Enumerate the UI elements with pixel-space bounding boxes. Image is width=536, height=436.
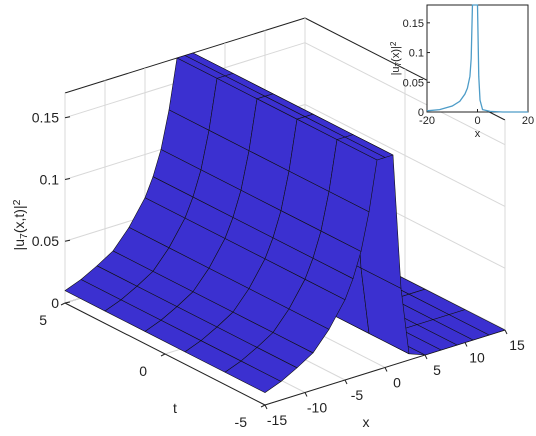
axis-label: |u7(x)|2 xyxy=(389,41,404,75)
x-tick-label: -5 xyxy=(351,387,364,403)
y-tick-label: 0 xyxy=(139,363,147,379)
inset-x-tick-label: 0 xyxy=(474,115,480,127)
tick-mark xyxy=(64,177,71,180)
label-part: 7 xyxy=(18,233,30,239)
tick-mark xyxy=(60,302,66,306)
tick-mark xyxy=(260,404,266,408)
inset-x-tick-label: -20 xyxy=(419,115,435,127)
x-tick-label: 5 xyxy=(433,362,441,378)
surface-patch xyxy=(224,360,282,393)
tick-mark xyxy=(64,239,71,242)
tick-mark xyxy=(264,404,268,410)
y-axis-label: t xyxy=(173,400,177,416)
inset-plot: 00.050.10.15-20 0 20x|u7(x)|2 xyxy=(389,4,534,140)
x-axis-label: x xyxy=(363,414,370,430)
label-part: |u xyxy=(11,239,27,250)
tick-mark xyxy=(64,116,71,119)
y-tick-label: 5 xyxy=(39,312,47,328)
inset-x-tick-label: 20 xyxy=(522,115,534,127)
x-tick-label: -10 xyxy=(307,400,327,416)
label-part: 2 xyxy=(389,41,398,46)
tick-mark xyxy=(344,379,348,385)
tick-mark xyxy=(464,342,468,347)
x-tick-label: 0 xyxy=(393,375,401,391)
label-part: 7 xyxy=(394,61,403,66)
y-tick-label: -5 xyxy=(235,414,248,430)
inset-y-tick-label: 0 xyxy=(418,107,424,119)
tick-mark xyxy=(504,329,508,335)
z-tick-label: 0.05 xyxy=(32,233,59,249)
inset-line xyxy=(426,4,528,113)
label-part: 2 xyxy=(11,199,23,205)
label-part: (x,t)| xyxy=(11,205,27,233)
label-part: |u xyxy=(390,66,402,75)
inset-y-tick-label: 0.05 xyxy=(403,77,424,89)
z-tick-label: 0 xyxy=(51,295,59,311)
z-tick-label: 0.1 xyxy=(40,171,60,187)
z-tick-label: 0.15 xyxy=(32,110,59,126)
label-part: (x)| xyxy=(390,46,402,62)
inset-y-tick-label: 0.15 xyxy=(403,18,424,30)
tick-mark xyxy=(160,353,166,357)
inset-y-tick-label: 0.1 xyxy=(409,48,424,60)
x-tick-label: 15 xyxy=(509,337,525,353)
x-tick-label: -15 xyxy=(267,412,287,428)
tick-mark xyxy=(424,354,428,360)
tick-mark xyxy=(64,301,71,304)
x-tick-label: 10 xyxy=(469,350,485,366)
inset-x-label: x xyxy=(475,128,481,140)
tick-mark xyxy=(384,367,388,372)
surface-plot: 00.050.10.15-15-10-5051015-505xt|u7(x,t)… xyxy=(11,17,525,430)
tick-mark xyxy=(304,392,308,397)
axis-label: |u7(x,t)|2 xyxy=(11,199,31,250)
